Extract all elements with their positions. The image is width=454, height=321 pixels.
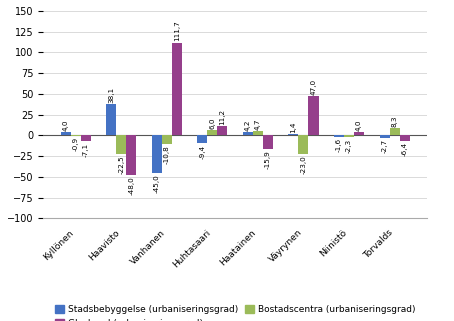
Text: -6,4: -6,4 bbox=[402, 142, 408, 156]
Text: 4,7: 4,7 bbox=[255, 119, 261, 130]
Bar bbox=[298, 135, 309, 154]
Bar bbox=[334, 135, 344, 137]
Text: -0,9: -0,9 bbox=[73, 137, 79, 152]
Bar bbox=[217, 126, 227, 135]
Bar bbox=[81, 135, 91, 141]
Legend: Stadsbebyggelse (urbaniseringsgrad), Glesbygd (urbaniseringsgrad), Bostadscentra: Stadsbebyggelse (urbaniseringsgrad), Gle… bbox=[55, 305, 415, 321]
Text: -45,0: -45,0 bbox=[154, 174, 160, 193]
Bar bbox=[354, 132, 364, 135]
Text: 1,4: 1,4 bbox=[291, 121, 296, 133]
Bar bbox=[344, 135, 354, 137]
Text: -23,0: -23,0 bbox=[301, 156, 306, 174]
Bar bbox=[243, 132, 253, 135]
Text: -9,4: -9,4 bbox=[199, 144, 205, 159]
Text: -48,0: -48,0 bbox=[128, 177, 134, 195]
Bar bbox=[71, 135, 81, 136]
Bar bbox=[207, 130, 217, 135]
Text: -2,3: -2,3 bbox=[346, 138, 352, 152]
Bar bbox=[253, 131, 263, 135]
Text: -22,5: -22,5 bbox=[118, 155, 124, 174]
Text: 38,1: 38,1 bbox=[108, 86, 114, 102]
Text: -1,6: -1,6 bbox=[336, 138, 342, 152]
Bar bbox=[126, 135, 136, 175]
Bar bbox=[288, 134, 298, 135]
Bar bbox=[197, 135, 207, 143]
Text: 47,0: 47,0 bbox=[311, 79, 316, 95]
Text: -10,8: -10,8 bbox=[164, 145, 170, 164]
Bar bbox=[106, 104, 116, 135]
Bar bbox=[152, 135, 162, 173]
Text: 11,2: 11,2 bbox=[219, 109, 225, 125]
Bar bbox=[172, 43, 182, 135]
Bar bbox=[61, 132, 71, 135]
Text: 4,2: 4,2 bbox=[245, 119, 251, 131]
Bar bbox=[400, 135, 410, 141]
Bar bbox=[390, 128, 400, 135]
Bar bbox=[380, 135, 390, 138]
Text: -15,9: -15,9 bbox=[265, 150, 271, 169]
Text: 4,0: 4,0 bbox=[356, 119, 362, 131]
Text: 8,3: 8,3 bbox=[392, 116, 398, 127]
Text: 6,0: 6,0 bbox=[209, 117, 215, 129]
Text: 111,7: 111,7 bbox=[174, 21, 180, 41]
Text: -7,1: -7,1 bbox=[83, 143, 89, 157]
Text: 4,0: 4,0 bbox=[63, 119, 69, 131]
Bar bbox=[263, 135, 273, 149]
Bar bbox=[309, 96, 319, 135]
Bar bbox=[116, 135, 126, 154]
Bar bbox=[162, 135, 172, 144]
Text: -2,7: -2,7 bbox=[382, 139, 388, 153]
